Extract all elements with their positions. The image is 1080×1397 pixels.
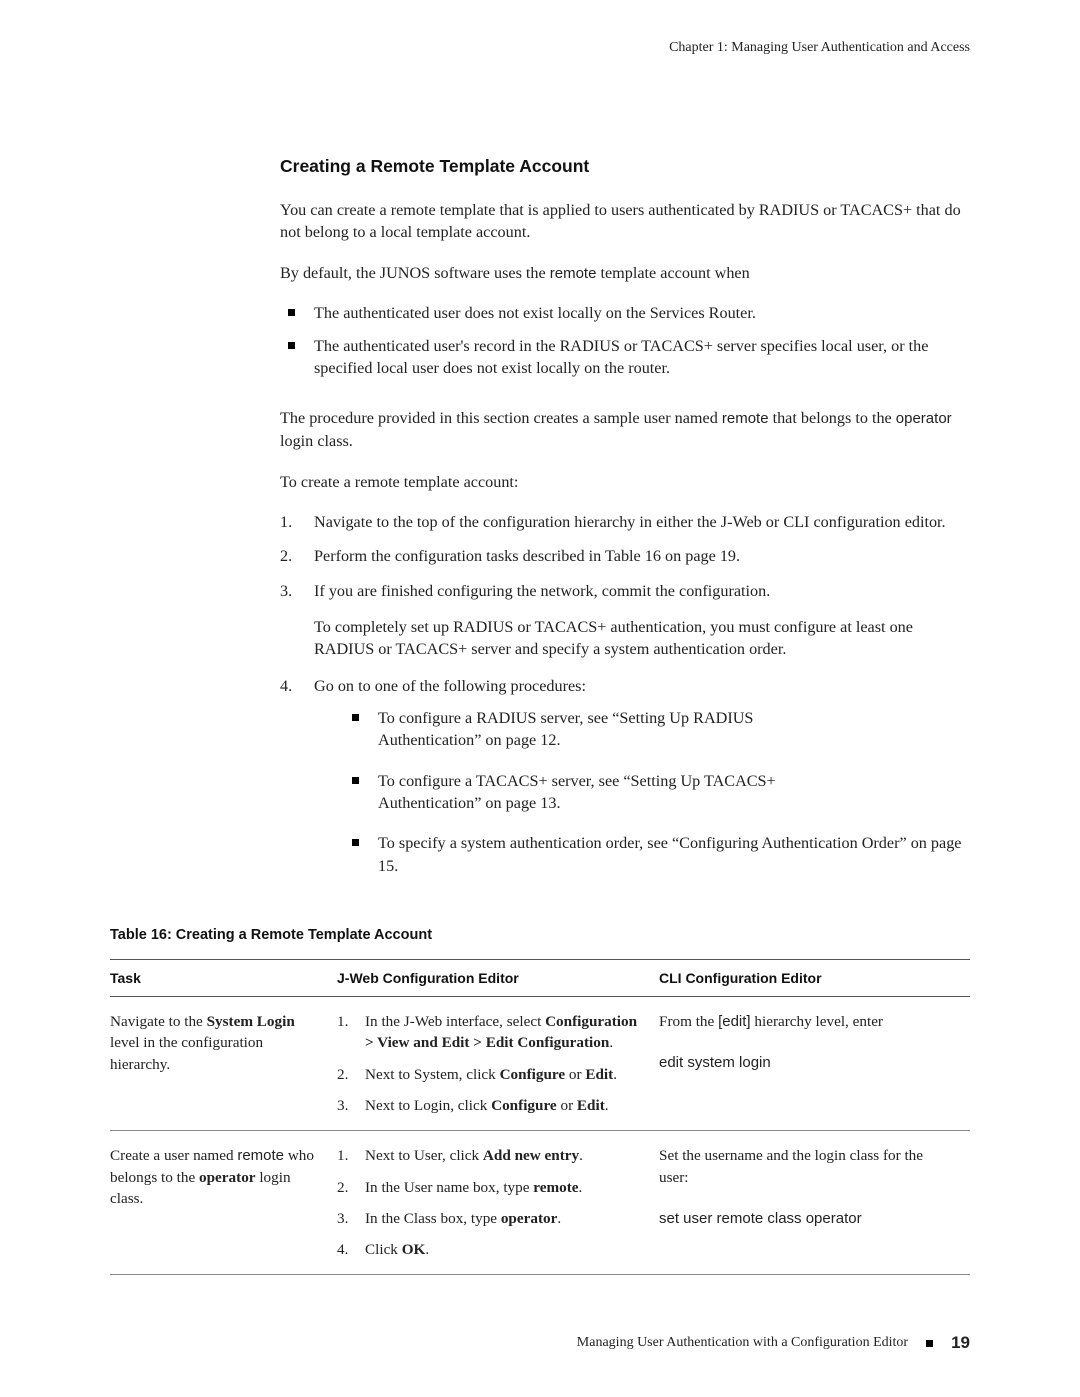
page-number: 19 [951, 1333, 970, 1353]
step-1: Navigate to the top of the configuration… [280, 511, 970, 533]
text: Next to User, click [365, 1147, 483, 1164]
procedure-lead-in: To create a remote template account: [280, 471, 970, 493]
step-4-sublist: To configure a RADIUS server, see “Setti… [344, 707, 970, 877]
text: . [609, 1034, 613, 1051]
text: . [605, 1097, 609, 1114]
chapter-header: Chapter 1: Managing User Authentication … [110, 40, 970, 56]
step-2: Perform the configuration tasks describe… [280, 545, 970, 567]
configure-bold: Configure [500, 1066, 566, 1083]
text: or [557, 1097, 577, 1114]
cli-command: edit system login [659, 1052, 952, 1073]
text: . [557, 1210, 561, 1227]
condition-list: The authenticated user does not exist lo… [280, 302, 970, 379]
text: In the User name box, type [365, 1179, 533, 1196]
cell-jweb: In the J-Web interface, select Configura… [337, 997, 659, 1131]
intro-paragraph-2: By default, the JUNOS software uses the … [280, 262, 970, 285]
text: Next to Login, click [365, 1097, 491, 1114]
text: If you are finished configuring the netw… [314, 582, 770, 600]
jweb-step: In the J-Web interface, select Configura… [337, 1011, 641, 1054]
footer-section-title: Managing User Authentication with a Conf… [577, 1335, 908, 1351]
step-3: If you are finished configuring the netw… [280, 580, 970, 661]
cell-task: Navigate to the System Login level in th… [110, 997, 337, 1131]
th-cli: CLI Configuration Editor [659, 960, 970, 997]
th-task: Task [110, 960, 337, 997]
text: The procedure provided in this section c… [280, 409, 722, 427]
edit-bold: Edit [585, 1066, 613, 1083]
sub-item: To configure a TACACS+ server, see “Sett… [344, 770, 818, 815]
config-table: Task J-Web Configuration Editor CLI Conf… [110, 959, 970, 1275]
jweb-step: Next to System, click Configure or Edit. [337, 1064, 641, 1085]
jweb-step: Next to User, click Add new entry. [337, 1145, 641, 1166]
cell-task: Create a user named remote who belongs t… [110, 1131, 337, 1275]
condition-item: The authenticated user's record in the R… [280, 335, 970, 380]
sample-user-paragraph: The procedure provided in this section c… [280, 407, 970, 452]
system-login-bold: System Login [207, 1013, 295, 1030]
sub-item: To configure a RADIUS server, see “Setti… [344, 707, 798, 752]
text: . [579, 1179, 583, 1196]
page-footer: Managing User Authentication with a Conf… [577, 1333, 970, 1353]
text: that belongs to the [769, 409, 896, 427]
text: or [565, 1066, 585, 1083]
text: By default, the JUNOS software uses the [280, 264, 550, 282]
text: Go on to one of the following procedures… [314, 677, 586, 695]
cell-cli: Set the username and the login class for… [659, 1131, 970, 1275]
intro-paragraph-1: You can create a remote template that is… [280, 199, 970, 244]
th-jweb: J-Web Configuration Editor [337, 960, 659, 997]
text: level in the configuration hierarchy. [110, 1034, 263, 1072]
text: From the [659, 1013, 718, 1030]
edit-hierarchy: [edit] [718, 1013, 751, 1030]
text: . [613, 1066, 617, 1083]
step-3-note: To completely set up RADIUS or TACACS+ a… [314, 616, 970, 661]
jweb-step: Next to Login, click Configure or Edit. [337, 1095, 641, 1116]
remote-keyword: remote [550, 265, 597, 282]
text: . [579, 1147, 583, 1164]
remote-bold: remote [533, 1179, 578, 1196]
jweb-step: In the User name box, type remote. [337, 1177, 641, 1198]
table-caption: Table 16: Creating a Remote Template Acc… [110, 927, 970, 943]
add-new-entry-bold: Add new entry [483, 1147, 579, 1164]
operator-bold: operator [199, 1169, 256, 1186]
remote-keyword: remote [237, 1147, 284, 1164]
text: Set the username and the login class for… [659, 1147, 923, 1185]
text: Navigate to the [110, 1013, 207, 1030]
jweb-step: In the Class box, type operator. [337, 1208, 641, 1229]
operator-bold: operator [501, 1210, 558, 1227]
operator-keyword: operator [896, 410, 952, 427]
sub-item: To specify a system authentication order… [344, 832, 970, 877]
section-heading: Creating a Remote Template Account [280, 156, 970, 177]
cell-jweb: Next to User, click Add new entry. In th… [337, 1131, 659, 1275]
cell-cli: From the [edit] hierarchy level, enter e… [659, 997, 970, 1131]
square-icon [926, 1340, 933, 1347]
text: In the J-Web interface, select [365, 1013, 545, 1030]
text: login class. [280, 432, 353, 450]
step-4: Go on to one of the following procedures… [280, 675, 970, 878]
remote-keyword: remote [722, 410, 769, 427]
cli-command: set user remote class operator [659, 1208, 952, 1229]
text: Click [365, 1241, 402, 1258]
ok-bold: OK [402, 1241, 426, 1258]
edit-bold: Edit [577, 1097, 605, 1114]
table-row: Navigate to the System Login level in th… [110, 997, 970, 1131]
text: hierarchy level, enter [751, 1013, 883, 1030]
condition-item: The authenticated user does not exist lo… [280, 302, 970, 324]
text: Create a user named [110, 1147, 237, 1164]
text: . [425, 1241, 429, 1258]
table-row: Create a user named remote who belongs t… [110, 1131, 970, 1275]
procedure-steps: Navigate to the top of the configuration… [280, 511, 970, 877]
text: In the Class box, type [365, 1210, 501, 1227]
jweb-step: Click OK. [337, 1239, 641, 1260]
text: template account when [596, 264, 749, 282]
text: Next to System, click [365, 1066, 500, 1083]
configure-bold: Configure [491, 1097, 557, 1114]
